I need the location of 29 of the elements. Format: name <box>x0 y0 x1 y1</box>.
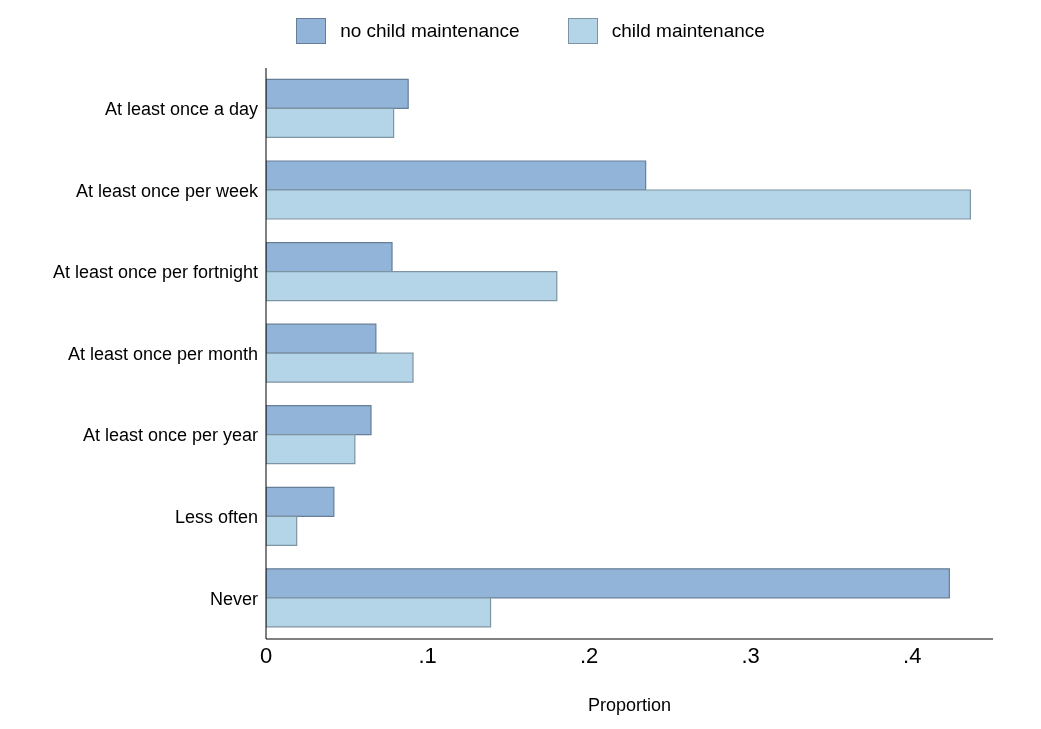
bar <box>266 434 356 465</box>
y-tick-label: At least once per week <box>75 180 259 201</box>
y-tick-label: At least once per year <box>82 425 258 446</box>
bar <box>266 241 393 273</box>
y-tick-label: Never <box>209 588 258 609</box>
y-tick-label: At least once per fortnight <box>52 262 258 283</box>
legend-label: no child maintenance <box>340 20 520 42</box>
x-tick-label: .3 <box>741 642 760 668</box>
bar <box>266 323 377 354</box>
legend-label: child maintenance <box>611 20 765 42</box>
bar <box>266 189 971 220</box>
y-tick-label: At least once per month <box>67 343 258 364</box>
bar <box>266 515 298 546</box>
x-tick-label: .2 <box>579 642 599 668</box>
y-tick-label: Less often <box>174 507 258 528</box>
bar <box>266 270 558 302</box>
bar <box>266 160 647 191</box>
bar <box>266 78 409 110</box>
x-axis-title: Proportion <box>587 695 672 715</box>
bar <box>266 597 492 628</box>
bar <box>266 107 395 139</box>
bar <box>266 352 414 383</box>
x-tick-label: 0 <box>259 642 273 668</box>
y-tick-label: At least once a day <box>104 99 258 120</box>
bar <box>266 486 335 517</box>
bar <box>266 568 950 599</box>
x-tick-label: .4 <box>903 642 922 668</box>
bar <box>266 405 372 436</box>
x-tick-label: .1 <box>418 642 437 668</box>
